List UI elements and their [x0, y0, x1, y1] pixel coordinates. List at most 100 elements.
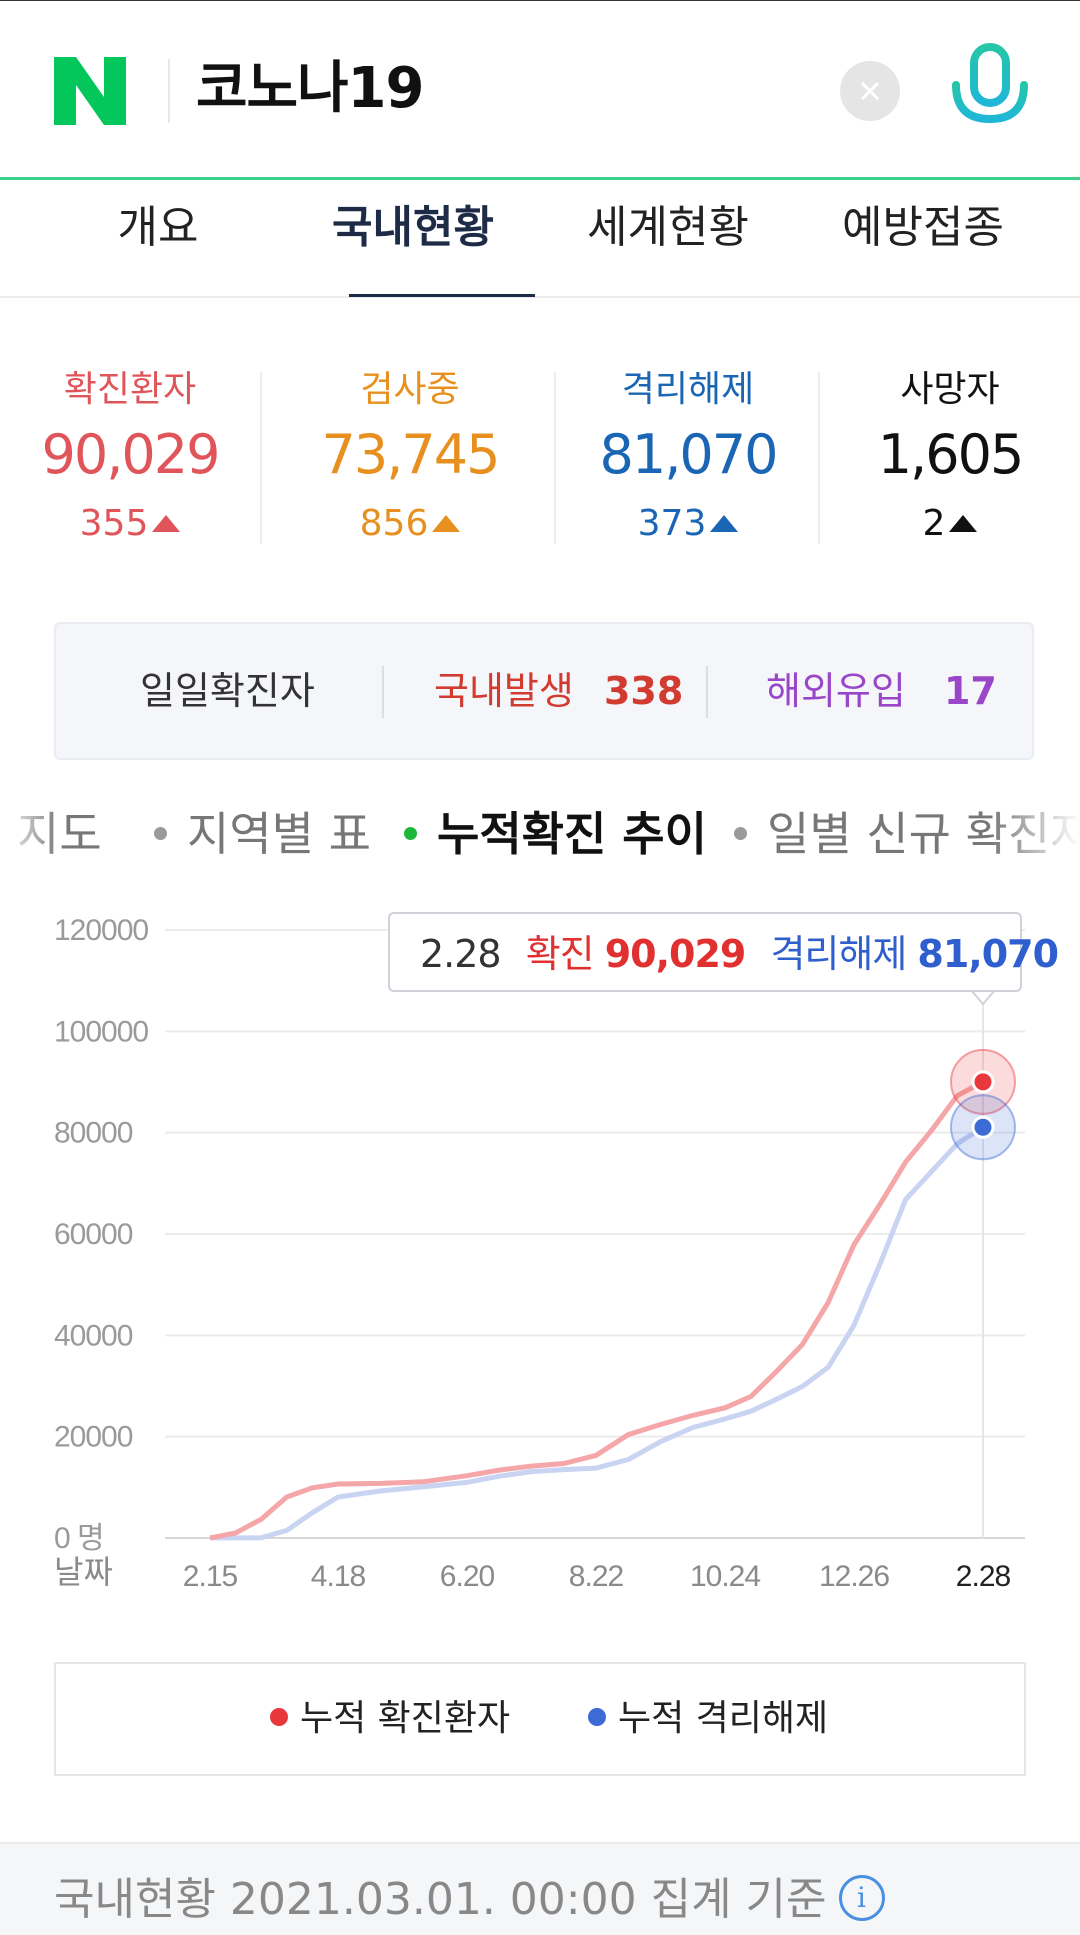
x-tick-label: 8.22: [569, 1560, 624, 1593]
legend-label: 누적 격리해제: [618, 1698, 829, 1739]
red-dot-icon: [270, 1708, 288, 1726]
y-tick-label: 60000: [54, 1218, 133, 1251]
y-tick-label: 20000: [54, 1421, 133, 1454]
main-tabs: 개요 국내현황 세계현황 예방접종: [0, 180, 1080, 298]
chart-legend: 누적 확진환자 누적 격리해제: [54, 1662, 1026, 1776]
daily-divider: [382, 666, 384, 718]
x-tick-label: 12.26: [819, 1560, 889, 1593]
microphone-icon[interactable]: [950, 43, 1030, 139]
domestic-label: 국내발생: [434, 669, 574, 713]
x-tick-label: 4.18: [311, 1560, 366, 1593]
stat-label: 사망자: [900, 369, 1000, 410]
x-tick-label: 2.15: [183, 1560, 238, 1593]
stat-value: 1,605: [877, 423, 1025, 486]
footer-text: 국내현황 2021.03.01. 00:00 집계 기준: [54, 1874, 827, 1925]
tab-label: 국내현황: [332, 202, 494, 253]
tab-vaccination[interactable]: 예방접종: [795, 180, 1051, 296]
stat-delta-value: 355: [79, 503, 149, 544]
up-triangle-icon: [432, 514, 461, 532]
daily-confirmed-box: 일일확진자 국내발생 338 해외유입 17: [54, 622, 1034, 760]
tooltip-released-label: 격리해제: [770, 932, 907, 976]
data-point-released: [971, 1115, 995, 1139]
tab-label: 개요: [117, 202, 199, 253]
subtab-label: 누적확진 추이: [437, 807, 707, 861]
tab-overview[interactable]: 개요: [30, 180, 286, 296]
up-triangle-icon: [949, 514, 978, 532]
y-tick-label: 100000: [54, 1015, 148, 1048]
stat-label: 검사중: [360, 369, 460, 410]
tab-domestic[interactable]: 국내현황: [285, 180, 541, 297]
header-accent-line: [0, 177, 1080, 180]
tooltip-confirmed-value: 90,029: [604, 932, 747, 976]
stat-value: 73,745: [321, 423, 501, 486]
bullet-icon: [404, 827, 417, 840]
stat-delta: 2: [860, 494, 1040, 554]
series-line-confirmed: [209, 1079, 985, 1541]
footer-note: 국내현황 2021.03.01. 00:00 집계 기준 i: [54, 1870, 885, 1930]
cumulative-trend-chart[interactable]: 0 명 20000 40000 60000 80000 100000 120000 날짜 2.1…: [0, 890, 1080, 1610]
stat-deaths: 사망자 1,605 2: [860, 362, 1040, 554]
up-triangle-icon: [710, 514, 739, 532]
header-divider: [168, 59, 170, 123]
domestic-value: 338: [603, 669, 684, 713]
legend-confirmed[interactable]: 누적 확진환자: [270, 1664, 510, 1774]
tab-label: 세계현황: [587, 202, 749, 253]
x-tick-label: 2.28: [956, 1560, 1011, 1593]
x-tick-label: 10.24: [690, 1560, 760, 1593]
daily-overseas: 해외유입 17: [766, 624, 997, 758]
scroll-fade-left: [0, 794, 60, 874]
blue-dot-icon: [588, 1708, 606, 1726]
stat-value: 81,070: [599, 423, 779, 486]
stat-label: 격리해제: [621, 369, 755, 410]
stat-divider: [818, 372, 820, 544]
close-icon: [860, 81, 880, 101]
subtab-label: 지역별 표: [187, 807, 371, 861]
daily-title: 일일확진자: [140, 669, 315, 713]
stat-label: 확진환자: [63, 369, 197, 410]
legend-released[interactable]: 누적 격리해제: [588, 1664, 828, 1774]
chart-subtabs: 지도 지역별 표 누적확진 추이 일별 신규 확진자: [0, 794, 1080, 874]
tooltip-confirmed-label: 확진: [525, 932, 595, 976]
daily-domestic: 국내발생 338: [434, 624, 683, 758]
stat-delta: 856: [320, 494, 500, 554]
stat-testing: 검사중 73,745 856: [320, 362, 501, 554]
tooltip-released-value: 81,070: [917, 932, 1059, 976]
stat-divider: [260, 372, 262, 544]
series-line-released: [210, 1125, 985, 1541]
naver-logo-icon[interactable]: [54, 57, 126, 125]
daily-divider: [706, 666, 708, 718]
stat-delta: 373: [598, 494, 778, 554]
y-tick-label: 0 명: [54, 1522, 104, 1555]
y-tick-label: 80000: [54, 1117, 133, 1150]
tooltip-date: 2.28: [420, 932, 502, 976]
bullet-icon: [154, 827, 167, 840]
top-border: [0, 0, 1080, 1]
stat-divider: [554, 372, 556, 544]
tab-label: 예방접종: [842, 202, 1004, 253]
info-icon[interactable]: i: [838, 1875, 885, 1921]
up-triangle-icon: [152, 514, 181, 532]
stat-delta-value: 373: [637, 503, 707, 544]
scroll-fade-right: [990, 794, 1080, 874]
stat-delta: 355: [40, 494, 220, 554]
data-point-confirmed: [971, 1070, 995, 1094]
overseas-value: 17: [943, 669, 997, 713]
stat-confirmed: 확진환자 90,029 355: [40, 362, 221, 554]
subtab-cumulative-trend[interactable]: 누적확진 추이: [404, 794, 707, 874]
clear-button[interactable]: [840, 61, 900, 121]
x-axis-label: 날짜: [54, 1553, 113, 1591]
x-tick-label: 6.20: [440, 1560, 495, 1593]
legend-label: 누적 확진환자: [300, 1698, 511, 1739]
stat-delta-value: 2: [922, 503, 946, 544]
bullet-icon: [734, 827, 747, 840]
stat-released: 격리해제 81,070 373: [598, 362, 779, 554]
y-tick-label: 120000: [54, 914, 148, 947]
active-tab-indicator: [349, 294, 535, 297]
tab-world[interactable]: 세계현황: [540, 180, 796, 296]
stat-value: 90,029: [41, 423, 221, 486]
footer-bar: 국내현황 2021.03.01. 00:00 집계 기준 i: [0, 1842, 1080, 1935]
y-tick-label: 40000: [54, 1319, 133, 1352]
subtab-region-table[interactable]: 지역별 표: [154, 794, 371, 874]
search-query[interactable]: 코노나19: [196, 56, 424, 121]
stat-delta-value: 856: [359, 503, 429, 544]
